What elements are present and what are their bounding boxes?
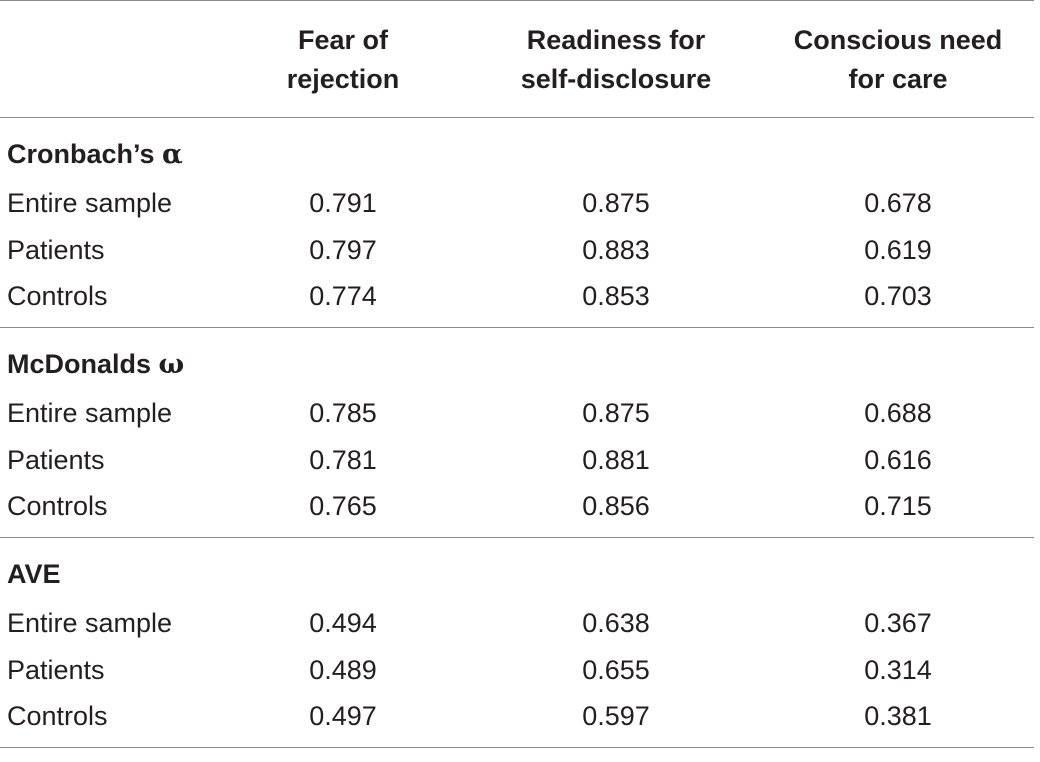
value-cell: 0.785	[309, 397, 377, 428]
section-header-row: AVE	[0, 537, 1034, 600]
value-cell: 0.381	[864, 701, 932, 732]
row-label: Entire sample	[7, 187, 173, 218]
row-label: Patients	[7, 654, 105, 685]
header-line: Readiness for	[526, 25, 706, 55]
value-cell: 0.597	[582, 701, 650, 732]
header-fear-of-rejection: Fear of rejection	[216, 0, 470, 118]
bottom-rule	[0, 747, 1034, 748]
row-label: Patients	[7, 234, 105, 265]
row-label: Controls	[7, 281, 108, 312]
header-line: Conscious need	[793, 25, 1003, 55]
table-row: Entire sample 0.785 0.875 0.688	[0, 390, 1034, 437]
table-row: Entire sample 0.494 0.638 0.367	[0, 600, 1034, 647]
row-label: Controls	[7, 701, 108, 732]
header-line: for care	[848, 64, 948, 94]
section-header-row: Cronbach’s α	[0, 117, 1034, 180]
value-cell: 0.314	[864, 654, 932, 685]
reliability-table: Fear of rejection Readiness for self-dis…	[0, 0, 1034, 748]
section-header-row: McDonalds ω	[0, 327, 1034, 390]
section-title: Cronbach’s α	[0, 117, 1034, 180]
table-body: Cronbach’s α Entire sample 0.791 0.875 0.678…	[0, 117, 1034, 748]
section-symbol: ω	[158, 349, 185, 381]
header-line: rejection	[286, 64, 400, 94]
row-label: Controls	[7, 491, 108, 522]
value-cell: 0.883	[582, 234, 650, 265]
section-title: McDonalds ω	[0, 327, 1034, 390]
value-cell: 0.881	[582, 444, 650, 475]
value-cell: 0.774	[309, 281, 377, 312]
header-conscious-need-for-care: Conscious need for care	[762, 0, 1034, 118]
value-cell: 0.875	[582, 187, 650, 218]
header-readiness-for-self-disclosure: Readiness for self-disclosure	[470, 0, 762, 118]
value-cell: 0.797	[309, 234, 377, 265]
section-title-text: AVE	[7, 559, 61, 590]
header-line: Fear of	[297, 25, 389, 55]
section-title-text: McDonalds	[7, 349, 159, 380]
table-row: Controls 0.497 0.597 0.381	[0, 694, 1034, 748]
section-title: AVE	[0, 537, 1034, 600]
value-cell: 0.489	[309, 654, 377, 685]
table-row: Patients 0.781 0.881 0.616	[0, 437, 1034, 484]
value-cell: 0.619	[864, 234, 932, 265]
value-cell: 0.856	[582, 491, 650, 522]
value-cell: 0.875	[582, 397, 650, 428]
value-cell: 0.765	[309, 491, 377, 522]
value-cell: 0.616	[864, 444, 932, 475]
value-cell: 0.791	[309, 187, 377, 218]
value-cell: 0.638	[582, 607, 650, 638]
row-label: Entire sample	[7, 607, 173, 638]
value-cell: 0.367	[864, 607, 932, 638]
table-row: Controls 0.774 0.853 0.703	[0, 274, 1034, 328]
section-symbol: α	[162, 139, 183, 171]
value-cell: 0.678	[864, 187, 932, 218]
value-cell: 0.781	[309, 444, 377, 475]
section-title-text: Cronbach’s	[7, 139, 163, 170]
value-cell: 0.715	[864, 491, 932, 522]
bottom-rule-cell	[0, 747, 1034, 748]
value-cell: 0.703	[864, 281, 932, 312]
row-label: Patients	[7, 444, 105, 475]
header-row: Fear of rejection Readiness for self-dis…	[0, 0, 1034, 118]
table-row: Controls 0.765 0.856 0.715	[0, 484, 1034, 538]
value-cell: 0.853	[582, 281, 650, 312]
table-row: Entire sample 0.791 0.875 0.678	[0, 180, 1034, 227]
value-cell: 0.497	[309, 701, 377, 732]
table-row: Patients 0.797 0.883 0.619	[0, 227, 1034, 274]
value-cell: 0.494	[309, 607, 377, 638]
header-line: self-disclosure	[520, 64, 712, 94]
value-cell: 0.655	[582, 654, 650, 685]
value-cell: 0.688	[864, 397, 932, 428]
row-label: Entire sample	[7, 397, 173, 428]
table-row: Patients 0.489 0.655 0.314	[0, 647, 1034, 694]
header-blank-cell	[0, 0, 216, 118]
